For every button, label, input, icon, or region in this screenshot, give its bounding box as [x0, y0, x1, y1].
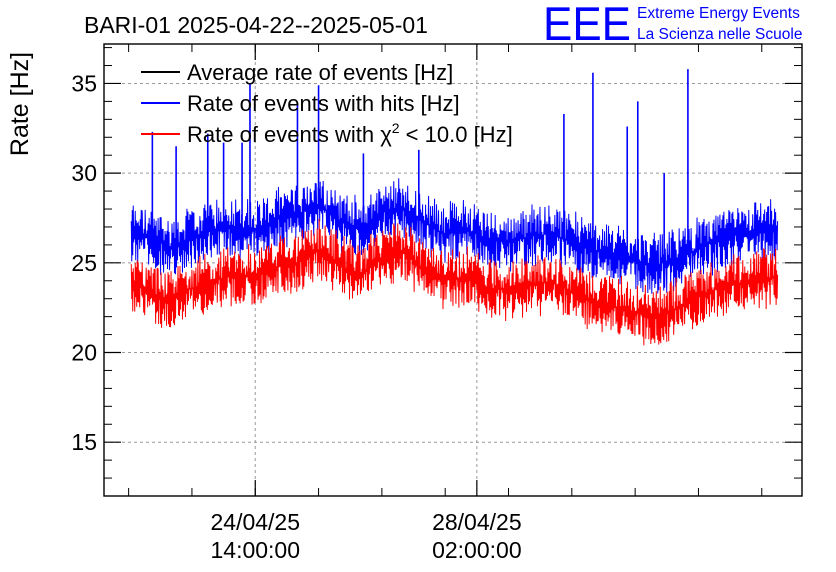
- x-tick-label-time: 14:00:00: [210, 537, 300, 563]
- logo-mark: EEE: [543, 0, 631, 50]
- logo-line1: Extreme Energy Events: [637, 5, 800, 22]
- y-tick-label: 30: [71, 160, 97, 186]
- plot-frame: [103, 43, 803, 497]
- legend: Average rate of events [Hz] Rate of even…: [141, 60, 513, 147]
- y-tick-label: 15: [71, 429, 97, 455]
- y-axis-label: Rate [Hz]: [6, 52, 34, 156]
- x-tick-label-time: 02:00:00: [432, 537, 522, 563]
- logo-line2: La Scienza nelle Scuole: [637, 26, 802, 43]
- y-tick-label: 20: [71, 340, 97, 366]
- legend-label-chi2-sup: 2: [392, 120, 400, 136]
- eee-logo: EEE Extreme Energy Events La Scienza nel…: [543, 0, 802, 50]
- chart-title: BARI-01 2025-04-22--2025-05-01: [84, 12, 428, 38]
- legend-label-average: Average rate of events [Hz]: [187, 60, 453, 85]
- series-line-chi2: [130, 218, 779, 346]
- legend-label-chi2-prefix: Rate of events with χ: [187, 122, 392, 147]
- legend-label-hits: Rate of events with hits [Hz]: [187, 91, 460, 116]
- legend-label-chi2: Rate of events with χ2 < 10.0 [Hz]: [187, 120, 513, 147]
- x-tick-label-date: 24/04/25: [210, 509, 300, 535]
- y-tick-label: 25: [71, 250, 97, 276]
- spike-layer: [151, 69, 689, 263]
- x-tick-label-date: 28/04/25: [432, 509, 522, 535]
- series-line-hits: [130, 178, 779, 294]
- y-tick-label: 35: [71, 70, 97, 96]
- legend-label-chi2-suffix: < 10.0 [Hz]: [400, 122, 513, 147]
- series-layer: [130, 178, 779, 346]
- axis-ticks: [104, 44, 802, 497]
- y-tick-labels: 15 20 25 30 35: [71, 70, 97, 455]
